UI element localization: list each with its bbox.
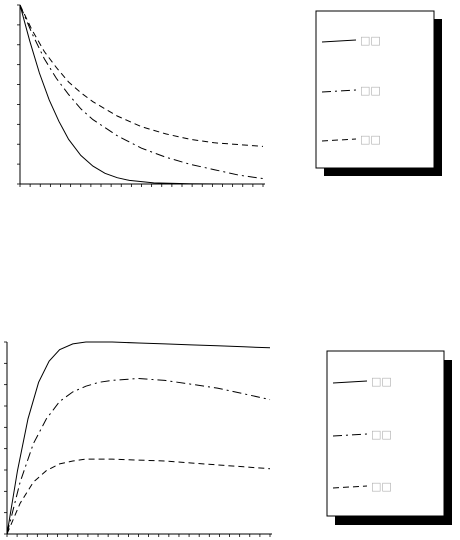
- legend-label-2: □□: [371, 428, 392, 441]
- legend-label-3: □□: [360, 133, 381, 146]
- chart-top-ticks: [17, 4, 264, 187]
- series-line-1: [19, 4, 263, 185]
- chart-bottom: □□ □□ □□: [4, 341, 452, 537]
- chart-bottom-ticks: [4, 341, 271, 537]
- legend-swatch-1: [321, 39, 357, 43]
- chart-bottom-series: [6, 341, 271, 535]
- legend-swatch-1: [332, 380, 368, 384]
- chart-top-legend: □□ □□ □□: [315, 10, 442, 176]
- legend-label-3: □□: [371, 480, 392, 493]
- legend-swatch-3: [321, 138, 357, 142]
- series-line-3: [6, 458, 271, 535]
- legend-label-2: □□: [360, 84, 381, 97]
- chart-top: □□ □□ □□: [17, 4, 442, 187]
- series-line-2: [19, 4, 264, 180]
- legend-swatch-2: [332, 433, 368, 437]
- series-line-2: [6, 377, 271, 535]
- legend-swatch-2: [321, 89, 357, 93]
- legend-items: □□ □□ □□: [332, 375, 392, 493]
- legend-box: [326, 350, 445, 517]
- chart-top-series: [19, 4, 264, 185]
- legend-label-1: □□: [371, 375, 392, 388]
- series-line-3: [19, 4, 264, 147]
- legend-items: □□ □□ □□: [321, 34, 381, 146]
- legend-label-1: □□: [360, 34, 381, 47]
- legend-swatch-3: [332, 485, 368, 489]
- series-line-1: [6, 341, 271, 535]
- legend-box: [315, 10, 435, 169]
- chart-bottom-legend: □□ □□ □□: [326, 350, 452, 525]
